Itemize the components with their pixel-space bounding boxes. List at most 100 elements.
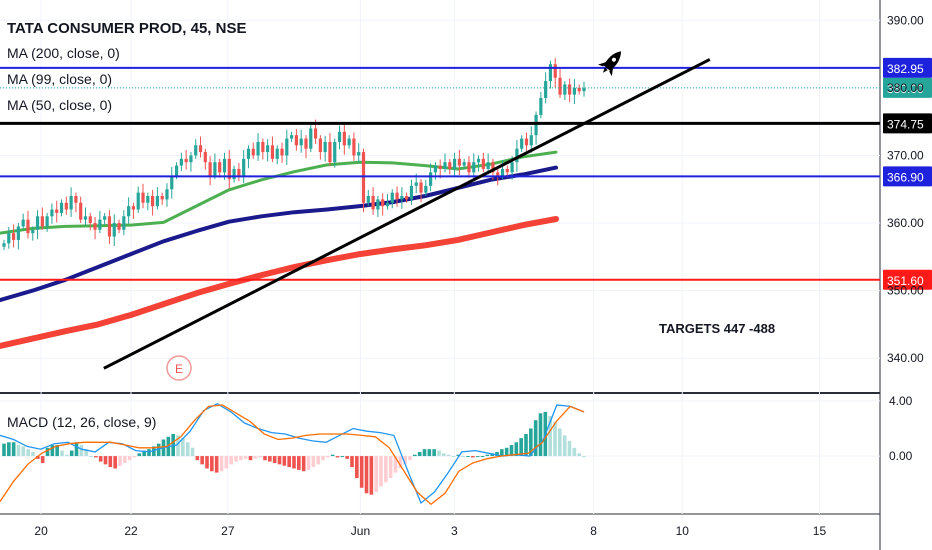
candle-body bbox=[357, 152, 361, 156]
candle-body bbox=[347, 138, 351, 146]
macd-histogram-bar bbox=[89, 456, 93, 458]
earnings-marker-circle bbox=[166, 355, 192, 381]
candle-body bbox=[500, 168, 505, 176]
candle-body bbox=[141, 192, 145, 203]
time-tick-label: 10 bbox=[676, 524, 690, 538]
signal-line[interactable] bbox=[0, 404, 585, 506]
candle-body bbox=[26, 219, 30, 234]
macd-histogram-bar bbox=[224, 456, 229, 469]
level-badge[interactable] bbox=[883, 113, 932, 134]
level-badge[interactable] bbox=[883, 166, 932, 187]
level-badge-label: 366.90 bbox=[887, 170, 924, 184]
macd-histogram-bar bbox=[524, 434, 528, 457]
rocket-icon bbox=[598, 51, 621, 77]
candle-body bbox=[539, 98, 543, 115]
candle-body bbox=[213, 162, 217, 176]
macd-histogram-bar bbox=[258, 456, 262, 458]
targets-note[interactable]: TARGETS 447 -488 bbox=[659, 321, 775, 336]
macd-histogram-bar bbox=[185, 442, 190, 457]
macd-histogram-bar bbox=[210, 456, 214, 472]
candle-body bbox=[127, 206, 131, 217]
ma50-legend[interactable]: MA (50, close, 0) bbox=[7, 97, 112, 113]
macd-histogram-bar bbox=[74, 442, 79, 457]
macd-histogram-bar bbox=[529, 428, 533, 457]
candle-body bbox=[333, 141, 337, 163]
macd-histogram-bar bbox=[475, 456, 480, 458]
candle-body bbox=[443, 162, 447, 169]
macd-histogram-bar bbox=[16, 445, 21, 457]
candle-body bbox=[21, 219, 25, 227]
macd-histogram-bar bbox=[500, 449, 504, 457]
macd-histogram-bar bbox=[553, 421, 557, 457]
axis-labels-layer: 390.00380.00370.00360.00350.00340.004.00… bbox=[34, 13, 924, 538]
macd-histogram-bar bbox=[379, 456, 383, 487]
candle-body bbox=[419, 182, 423, 193]
time-tick-label: 15 bbox=[813, 524, 827, 538]
candle-body bbox=[146, 196, 150, 203]
candle-body bbox=[280, 148, 284, 156]
candle-body bbox=[198, 145, 203, 153]
trendline-layer[interactable] bbox=[103, 58, 711, 370]
rocket-icon-window bbox=[611, 57, 616, 62]
candle-body bbox=[433, 165, 438, 173]
ma-line-200[interactable] bbox=[0, 216, 559, 349]
candle-body bbox=[270, 145, 275, 159]
candle-body bbox=[472, 162, 476, 173]
level-badge[interactable] bbox=[883, 57, 932, 78]
macd-histogram-bar bbox=[301, 456, 306, 472]
candle-body bbox=[155, 196, 159, 207]
candle-body bbox=[505, 168, 509, 173]
macd-histogram-bar bbox=[200, 456, 204, 465]
candle-body bbox=[553, 64, 557, 78]
candle-body bbox=[323, 141, 327, 153]
macd-histogram-bar bbox=[437, 450, 441, 457]
macd-histogram-bar bbox=[190, 447, 195, 457]
candle-body bbox=[548, 64, 553, 82]
candle-body bbox=[385, 202, 390, 207]
candle-body bbox=[361, 152, 366, 203]
candle-body bbox=[174, 165, 179, 176]
macd-histogram-bar bbox=[509, 445, 514, 457]
macd-histogram-bar bbox=[316, 456, 320, 465]
level-badge[interactable] bbox=[883, 269, 932, 290]
trendline[interactable] bbox=[103, 58, 711, 370]
candle-body bbox=[285, 138, 289, 156]
time-tick-label: Jun bbox=[351, 524, 370, 538]
macd-legend[interactable]: MACD (12, 26, close, 9) bbox=[7, 414, 156, 430]
candle-body bbox=[524, 138, 529, 146]
candle-body bbox=[290, 135, 294, 139]
macd-histogram-bar bbox=[94, 456, 98, 458]
candle-body bbox=[11, 233, 16, 240]
earnings-marker[interactable]: E bbox=[166, 355, 192, 381]
macd-histogram-bar bbox=[147, 449, 151, 457]
macd-histogram-bar bbox=[229, 456, 233, 465]
macd-histogram-bar bbox=[413, 454, 417, 457]
macd-histogram-bar bbox=[471, 456, 475, 458]
ma99-legend[interactable]: MA (99, close, 0) bbox=[7, 71, 112, 87]
macd-histogram-bar bbox=[36, 456, 40, 459]
macd-line[interactable] bbox=[0, 402, 585, 505]
candle-body bbox=[452, 158, 457, 169]
candle-body bbox=[496, 172, 500, 176]
time-tick-label: 20 bbox=[34, 524, 48, 538]
candle-body bbox=[83, 216, 88, 220]
candle-body bbox=[275, 148, 279, 159]
candle-body bbox=[313, 128, 318, 139]
macd-histogram-bar bbox=[272, 456, 277, 463]
macd-histogram-bar bbox=[442, 453, 446, 457]
level-lines-layer[interactable]: 382.95 380.00 374.75 366.90 351.60 bbox=[0, 57, 932, 290]
macd-histogram-bar bbox=[495, 451, 499, 457]
candle-body bbox=[577, 87, 581, 92]
candle-body bbox=[486, 162, 490, 169]
macd-tick-label: 0.00 bbox=[889, 449, 913, 463]
macd-histogram-bar bbox=[176, 435, 180, 457]
level-badge[interactable] bbox=[883, 77, 932, 98]
macd-histogram-bar bbox=[446, 454, 451, 457]
macd-histogram-bar bbox=[45, 447, 50, 457]
ma200-legend[interactable]: MA (200, close, 0) bbox=[7, 45, 120, 61]
macd-layer bbox=[0, 402, 586, 506]
macd-histogram-bar bbox=[123, 456, 127, 463]
candle-body bbox=[170, 175, 174, 190]
macd-histogram-bar bbox=[132, 456, 137, 458]
